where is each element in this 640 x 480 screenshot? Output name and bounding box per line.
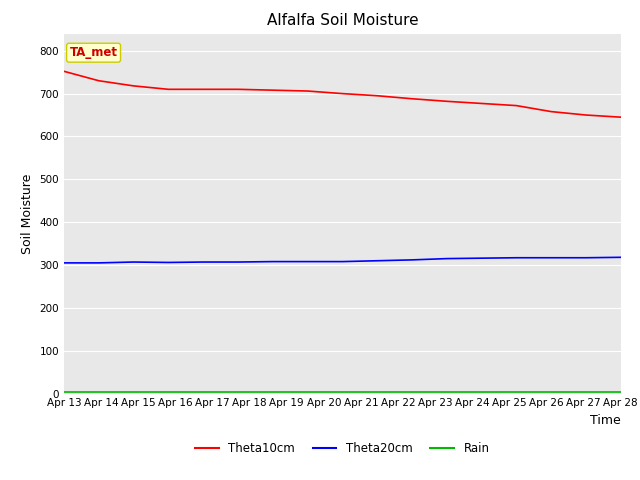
Theta10cm — [339, 91, 346, 96]
Theta10cm — [582, 112, 590, 118]
Rain — [200, 389, 207, 395]
Theta20cm — [477, 255, 485, 261]
Rain — [130, 389, 138, 395]
Rain — [269, 389, 276, 395]
Rain — [582, 389, 590, 395]
Theta10cm — [234, 86, 242, 92]
Rain — [164, 389, 172, 395]
Theta10cm — [547, 108, 555, 114]
Theta20cm — [130, 259, 138, 265]
Theta10cm — [617, 114, 625, 120]
Rain — [477, 389, 485, 395]
Line: Theta20cm: Theta20cm — [64, 257, 621, 263]
Line: Theta10cm: Theta10cm — [64, 72, 621, 117]
Theta20cm — [234, 259, 242, 265]
Theta20cm — [547, 255, 555, 261]
Theta10cm — [513, 103, 520, 108]
Theta10cm — [269, 87, 276, 93]
Rain — [617, 389, 625, 395]
Theta20cm — [513, 255, 520, 261]
Theta20cm — [164, 260, 172, 265]
Rain — [234, 389, 242, 395]
Theta20cm — [60, 260, 68, 266]
Theta10cm — [443, 98, 451, 104]
Title: Alfalfa Soil Moisture: Alfalfa Soil Moisture — [267, 13, 418, 28]
Rain — [60, 389, 68, 395]
Theta20cm — [617, 254, 625, 260]
Rain — [443, 389, 451, 395]
X-axis label: Time: Time — [590, 414, 621, 427]
Theta20cm — [95, 260, 102, 266]
Theta10cm — [60, 69, 68, 74]
Theta20cm — [443, 256, 451, 262]
Rain — [95, 389, 102, 395]
Rain — [408, 389, 416, 395]
Theta10cm — [164, 86, 172, 92]
Legend: Theta10cm, Theta20cm, Rain: Theta10cm, Theta20cm, Rain — [191, 437, 494, 460]
Theta20cm — [408, 257, 416, 263]
Theta20cm — [269, 259, 276, 264]
Theta10cm — [408, 96, 416, 102]
Theta10cm — [95, 78, 102, 84]
Text: TA_met: TA_met — [70, 46, 118, 59]
Theta10cm — [130, 83, 138, 89]
Rain — [339, 389, 346, 395]
Theta20cm — [200, 259, 207, 265]
Y-axis label: Soil Moisture: Soil Moisture — [21, 173, 34, 254]
Theta10cm — [200, 86, 207, 92]
Theta10cm — [477, 101, 485, 107]
Theta20cm — [339, 259, 346, 264]
Theta20cm — [582, 255, 590, 261]
Rain — [547, 389, 555, 395]
Theta10cm — [373, 93, 381, 98]
Theta10cm — [304, 88, 312, 94]
Rain — [304, 389, 312, 395]
Theta20cm — [373, 258, 381, 264]
Rain — [373, 389, 381, 395]
Rain — [513, 389, 520, 395]
Theta20cm — [304, 259, 312, 264]
